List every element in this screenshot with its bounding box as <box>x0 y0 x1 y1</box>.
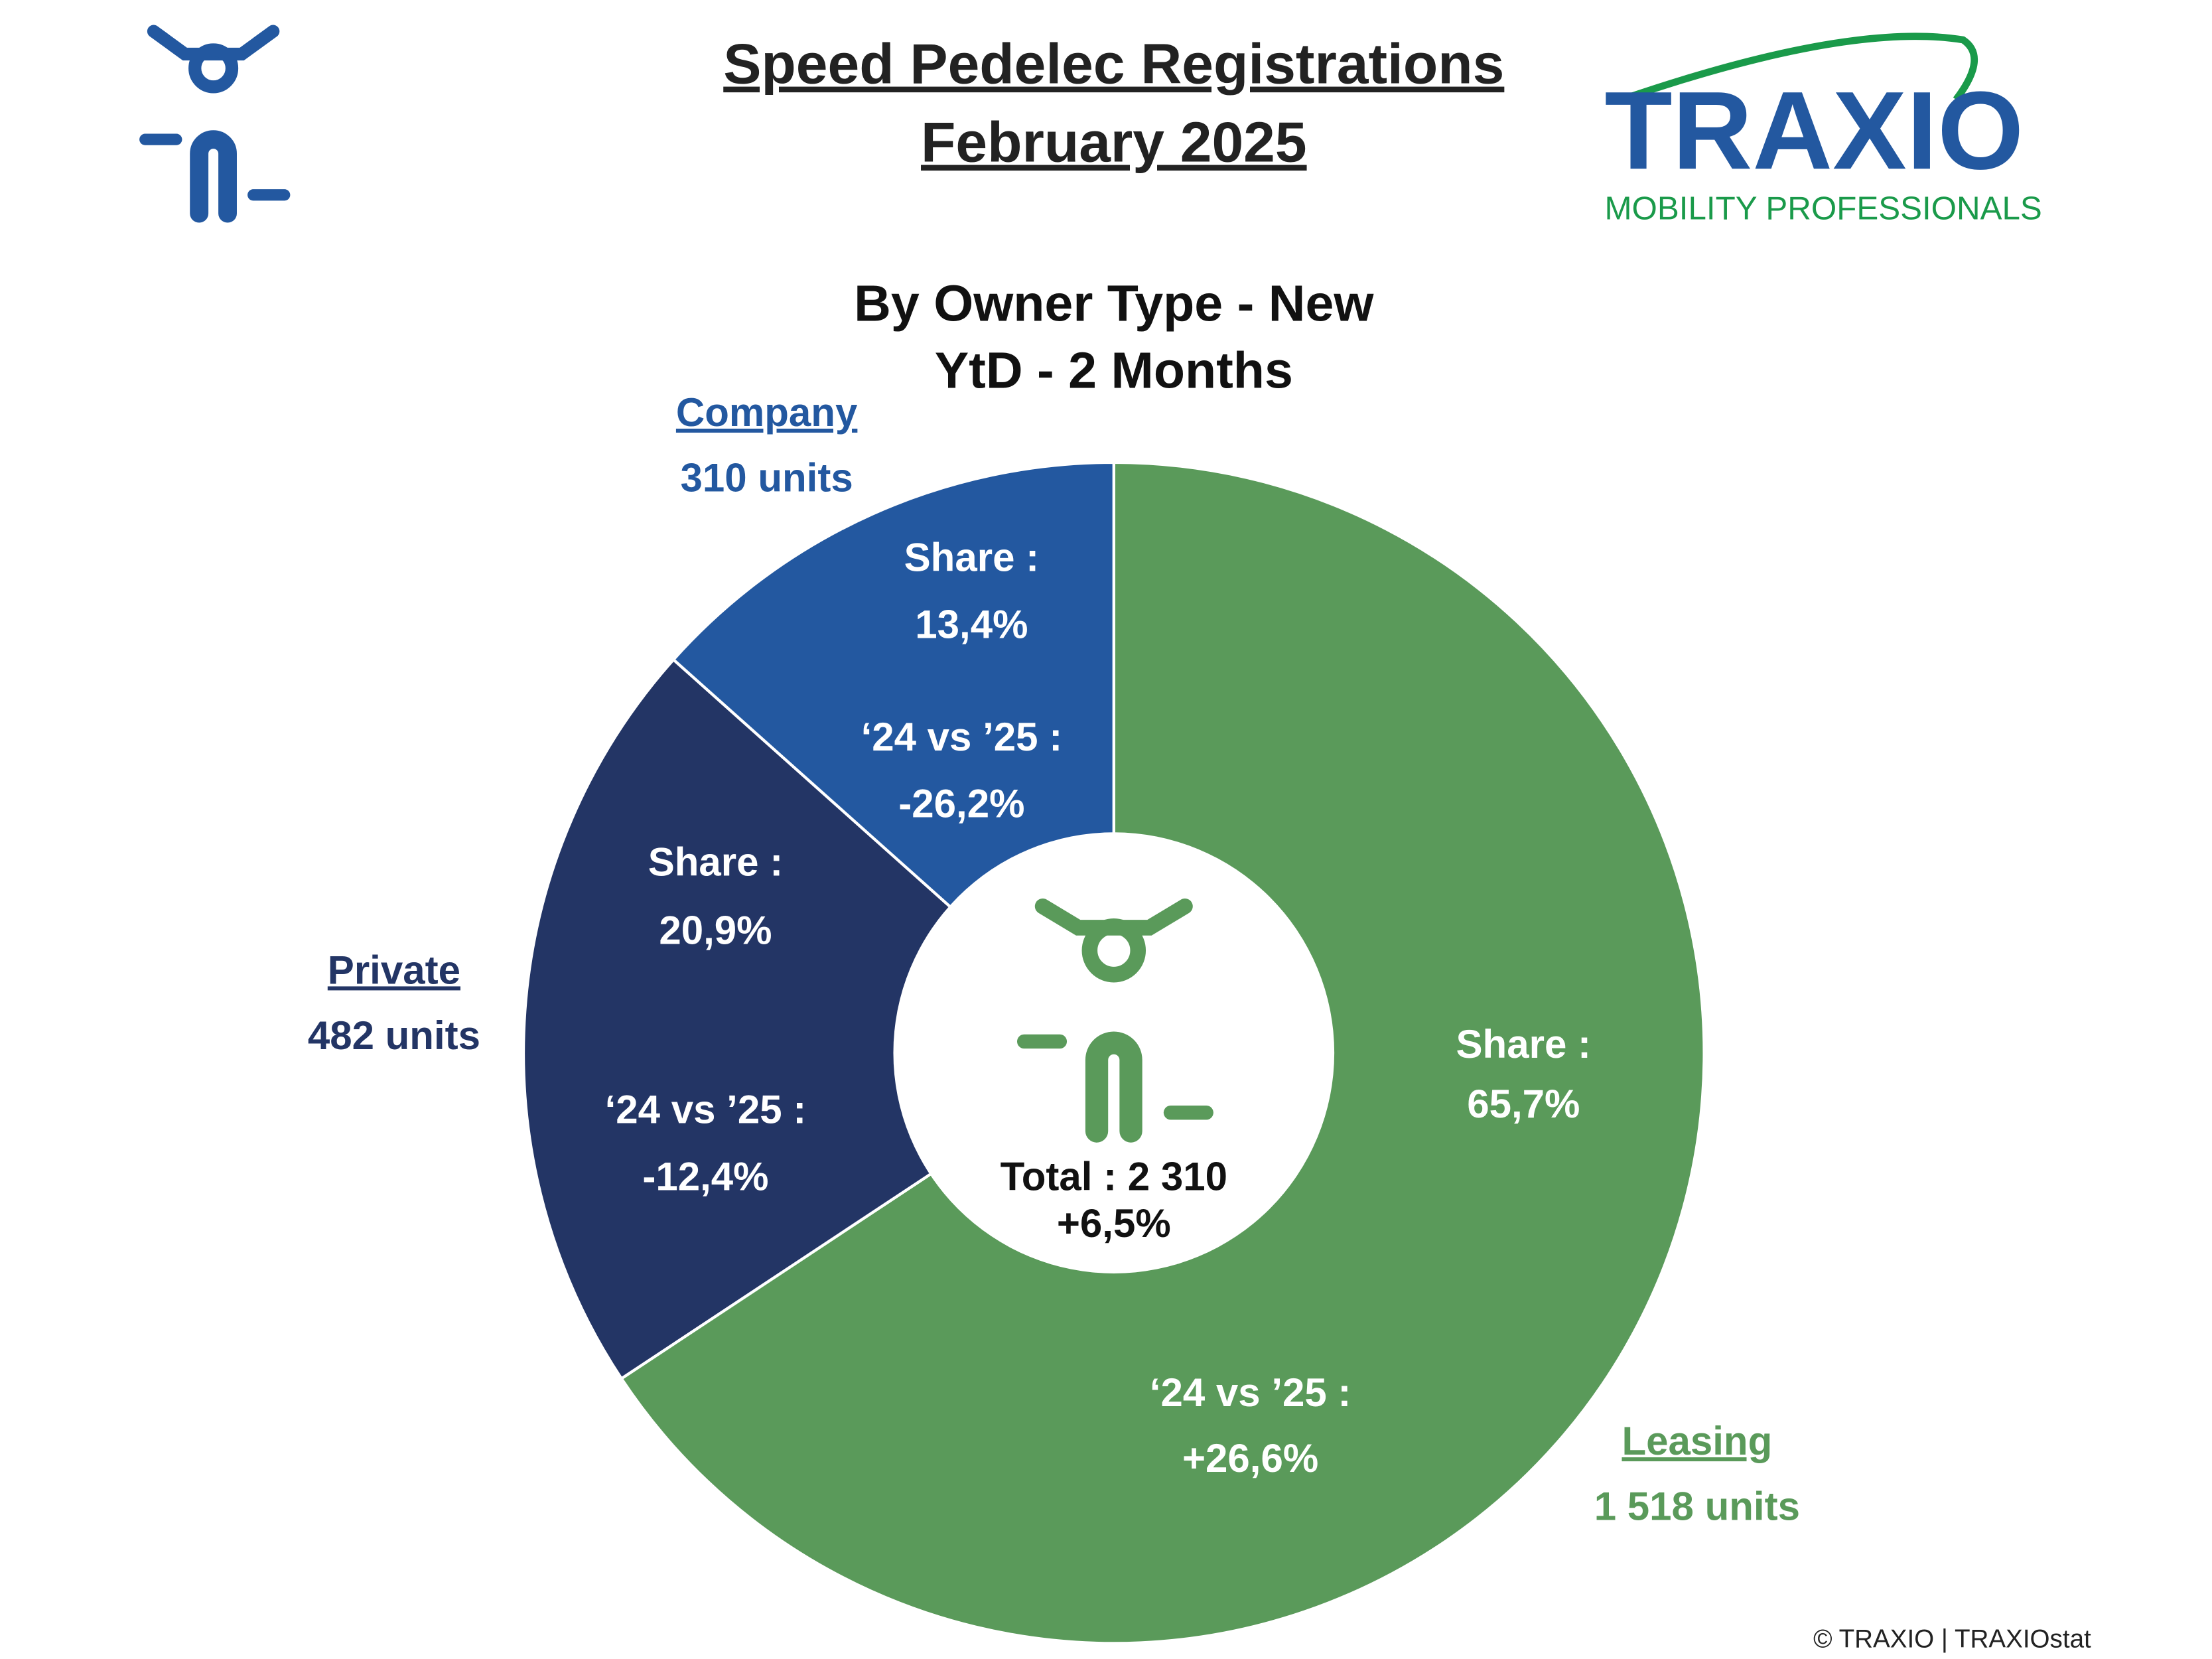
total-change-label: +6,5% <box>1057 1201 1171 1246</box>
change-label: -26,2% <box>898 782 1024 826</box>
share-label: 20,9% <box>659 908 772 952</box>
header-bike-icon <box>139 25 291 223</box>
share-label: 65,7% <box>1467 1082 1580 1126</box>
page-subtitle: February 2025 <box>921 111 1307 175</box>
share-label: 13,4% <box>915 602 1028 646</box>
total-label: Total : 2 310 <box>1001 1154 1227 1198</box>
change-label: +26,6% <box>1182 1436 1318 1480</box>
share-heading: Share : <box>1456 1022 1591 1066</box>
category-label: Leasing <box>1622 1419 1772 1463</box>
page-title: Speed Pedelec Registrations <box>723 33 1504 96</box>
share-heading: Share : <box>648 839 783 884</box>
center-bike-icon <box>1016 898 1213 1143</box>
change-heading: ‘24 vs ’25 : <box>605 1088 807 1132</box>
units-label: 310 units <box>681 456 853 500</box>
units-label: 482 units <box>308 1013 480 1058</box>
change-label: -12,4% <box>642 1154 768 1198</box>
share-heading: Share : <box>904 536 1039 580</box>
chart-title: By Owner Type - New <box>854 275 1374 332</box>
change-heading: ‘24 vs ’25 : <box>861 715 1063 759</box>
slice <box>521 657 1117 1381</box>
logo-swoosh <box>1620 33 1978 104</box>
category-label: Private <box>328 948 460 992</box>
units-label: 1 518 units <box>1594 1484 1800 1529</box>
category-label: Company <box>676 390 858 435</box>
change-heading: ‘24 vs ’25 : <box>1150 1370 1351 1415</box>
footer: © TRAXIO | TRAXIOstat <box>1813 1624 2091 1653</box>
chart-subtitle: YtD - 2 Months <box>935 342 1293 399</box>
logo-tagline: MOBILITY PROFESSIONALS <box>1604 190 2041 226</box>
logo-text: TRAXIO <box>1604 69 2024 192</box>
